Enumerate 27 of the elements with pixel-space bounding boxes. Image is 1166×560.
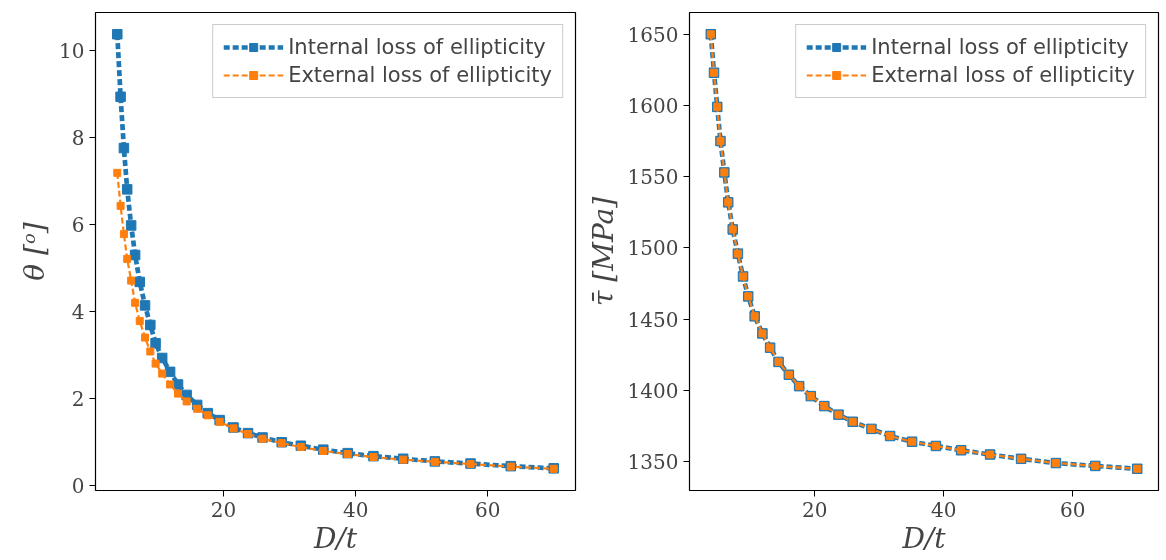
y-tick-label: 1450: [627, 307, 679, 332]
y-axis-title: τ̄ [MPa]: [586, 196, 620, 307]
legend-label: External loss of ellipticity: [871, 63, 1135, 87]
y-tick-label: 0: [71, 473, 85, 498]
y-tick-label: 1600: [627, 93, 679, 118]
y-axis-title: θ [ᵒ]: [18, 222, 52, 281]
y-tick-label: 1500: [627, 236, 679, 261]
x-axis-title: D/t: [312, 521, 358, 555]
x-tick-label: 20: [801, 497, 828, 522]
y-tick-label: 1650: [627, 22, 679, 47]
y-tick-label: 4: [71, 299, 85, 324]
legend-label: Internal loss of ellipticity: [871, 35, 1129, 59]
x-axis-title: D/t: [901, 521, 947, 555]
y-tick-label: 6: [71, 213, 85, 238]
y-tick-label: 1550: [627, 165, 679, 190]
y-tick-label: 1350: [627, 450, 679, 475]
legend-label: External loss of ellipticity: [288, 63, 552, 87]
y-tick-label: 8: [71, 126, 85, 151]
y-tick-label: 1400: [627, 378, 679, 403]
x-tick-label: 40: [930, 497, 957, 522]
x-tick-label: 60: [474, 497, 501, 522]
y-tick-label: 10: [59, 39, 85, 64]
legend-label: Internal loss of ellipticity: [288, 35, 546, 59]
x-tick-label: 40: [342, 497, 369, 522]
y-tick-label: 2: [71, 386, 85, 411]
x-tick-label: 60: [1059, 497, 1086, 522]
x-tick-label: 20: [210, 497, 237, 522]
